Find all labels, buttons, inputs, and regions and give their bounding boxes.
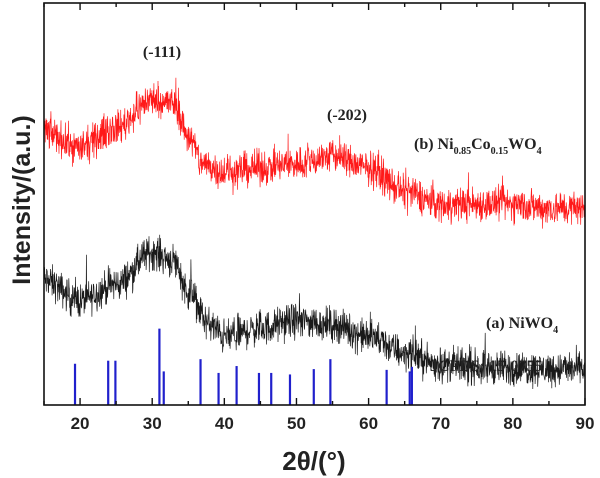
label-part: (a) NiWO — [486, 315, 553, 332]
x-tick-label: 70 — [431, 414, 450, 433]
label-part: Co — [471, 136, 491, 153]
x-axis-label: 2θ/(°) — [282, 446, 345, 476]
label-sub: 4 — [553, 325, 558, 336]
x-tick-label: 90 — [576, 414, 595, 433]
label-part: WO — [508, 136, 536, 153]
x-tick-label: 20 — [71, 414, 90, 433]
label-sub: 0.15 — [491, 146, 509, 157]
plot-area — [43, 77, 586, 390]
series-line-a — [43, 234, 586, 390]
x-tick-label: 80 — [503, 414, 522, 433]
peak-annotation-111: (-111) — [143, 44, 181, 61]
x-axis-ticks — [43, 3, 586, 405]
plot-frame — [43, 2, 586, 406]
peak-annotation-202: (-202) — [327, 107, 367, 124]
label-sub: 4 — [537, 146, 542, 157]
series-label-b: (b) Ni0.85Co0.15WO4 — [414, 136, 542, 157]
label-part: (b) Ni — [414, 136, 454, 153]
y-axis-label: Intensity/(a.u.) — [8, 115, 36, 284]
reference-lines — [73, 328, 413, 405]
x-tick-label: 50 — [287, 414, 306, 433]
series-line-b — [43, 77, 586, 229]
reference-label: JCPDS: 15-0755 — [430, 358, 542, 375]
x-tick-label: 60 — [359, 414, 378, 433]
x-tick-label: 40 — [215, 414, 234, 433]
series-label-a: (a) NiWO4 — [486, 315, 558, 336]
x-tick-label: 30 — [143, 414, 162, 433]
x-axis-tick-labels: 20 30 40 50 60 70 80 90 — [71, 414, 595, 433]
label-sub: 0.85 — [454, 146, 472, 157]
